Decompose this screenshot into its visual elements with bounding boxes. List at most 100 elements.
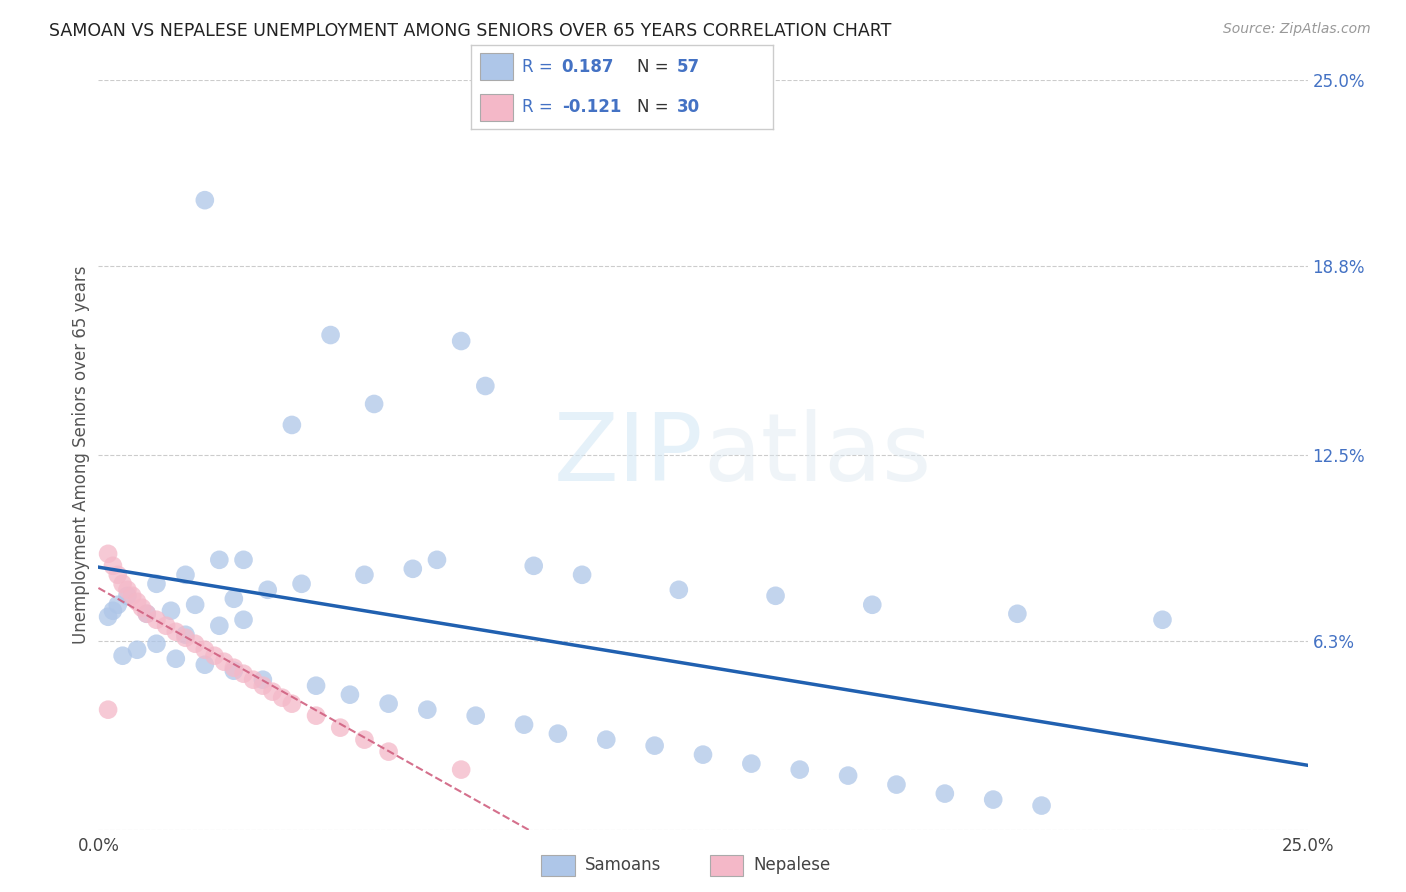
Point: [107, 567, 129, 582]
Point: [107, 598, 129, 612]
Point: [1152, 613, 1174, 627]
Point: [127, 595, 149, 609]
Point: [789, 763, 811, 777]
Point: [135, 607, 157, 621]
Point: [319, 328, 342, 343]
Point: [155, 619, 177, 633]
Text: N =: N =: [637, 98, 673, 116]
Point: [165, 651, 187, 665]
Point: [1007, 607, 1029, 621]
Point: [208, 619, 231, 633]
Text: ZIP: ZIP: [554, 409, 703, 501]
Point: [252, 679, 274, 693]
Point: [97, 547, 120, 561]
Point: [513, 717, 536, 731]
Point: [111, 648, 134, 663]
Point: [886, 778, 908, 792]
Point: [194, 642, 217, 657]
Point: [402, 562, 425, 576]
Point: [135, 607, 157, 621]
Point: [160, 604, 183, 618]
Point: [329, 721, 352, 735]
Point: [212, 655, 235, 669]
Point: [232, 666, 254, 681]
Point: [363, 397, 385, 411]
Point: [281, 417, 304, 432]
Point: [145, 613, 167, 627]
Point: [339, 688, 361, 702]
Point: [305, 708, 328, 723]
Point: [426, 553, 449, 567]
Point: [145, 576, 167, 591]
Text: 0.187: 0.187: [562, 58, 614, 76]
Point: [981, 792, 1004, 806]
Point: [571, 567, 593, 582]
Point: [464, 708, 486, 723]
Point: [353, 732, 375, 747]
Point: [290, 576, 312, 591]
Point: [934, 787, 956, 801]
Point: [145, 637, 167, 651]
Point: [121, 589, 143, 603]
Point: [595, 732, 617, 747]
Point: [547, 726, 569, 740]
Point: [232, 613, 254, 627]
Point: [117, 582, 139, 597]
Point: [97, 609, 120, 624]
FancyBboxPatch shape: [710, 855, 744, 876]
Point: [194, 657, 217, 672]
Text: R =: R =: [523, 58, 558, 76]
Point: [208, 553, 231, 567]
Point: [474, 379, 496, 393]
Text: -0.121: -0.121: [562, 98, 621, 116]
Point: [184, 598, 207, 612]
Point: [450, 763, 472, 777]
Point: [860, 598, 883, 612]
FancyBboxPatch shape: [479, 94, 513, 120]
Point: [837, 769, 859, 783]
Point: [174, 567, 197, 582]
Text: Source: ZipAtlas.com: Source: ZipAtlas.com: [1223, 22, 1371, 37]
Text: Nepalese: Nepalese: [754, 856, 831, 874]
Text: 57: 57: [676, 58, 700, 76]
Point: [377, 745, 399, 759]
Point: [97, 703, 120, 717]
Point: [262, 684, 284, 698]
Text: 30: 30: [676, 98, 700, 116]
Point: [222, 591, 245, 606]
Point: [101, 558, 124, 573]
Text: SAMOAN VS NEPALESE UNEMPLOYMENT AMONG SENIORS OVER 65 YEARS CORRELATION CHART: SAMOAN VS NEPALESE UNEMPLOYMENT AMONG SE…: [49, 22, 891, 40]
Point: [204, 648, 226, 663]
Text: Samoans: Samoans: [585, 856, 661, 874]
Point: [740, 756, 762, 771]
Point: [165, 624, 187, 639]
Y-axis label: Unemployment Among Seniors over 65 years: Unemployment Among Seniors over 65 years: [72, 266, 90, 644]
Point: [131, 600, 153, 615]
Text: R =: R =: [523, 98, 558, 116]
Point: [377, 697, 399, 711]
Point: [644, 739, 666, 753]
Point: [194, 193, 217, 207]
FancyBboxPatch shape: [479, 54, 513, 80]
Point: [305, 679, 328, 693]
Point: [222, 664, 245, 678]
Point: [271, 690, 294, 705]
Point: [101, 604, 124, 618]
Point: [353, 567, 375, 582]
Point: [252, 673, 274, 687]
Point: [117, 589, 139, 603]
Point: [222, 661, 245, 675]
Point: [668, 582, 690, 597]
Point: [692, 747, 714, 762]
Point: [281, 697, 304, 711]
Point: [184, 637, 207, 651]
Text: atlas: atlas: [703, 409, 931, 501]
Point: [232, 553, 254, 567]
Point: [450, 334, 472, 348]
Point: [256, 582, 278, 597]
Point: [111, 576, 134, 591]
Point: [174, 631, 197, 645]
Point: [127, 642, 149, 657]
Point: [174, 628, 197, 642]
Point: [242, 673, 264, 687]
